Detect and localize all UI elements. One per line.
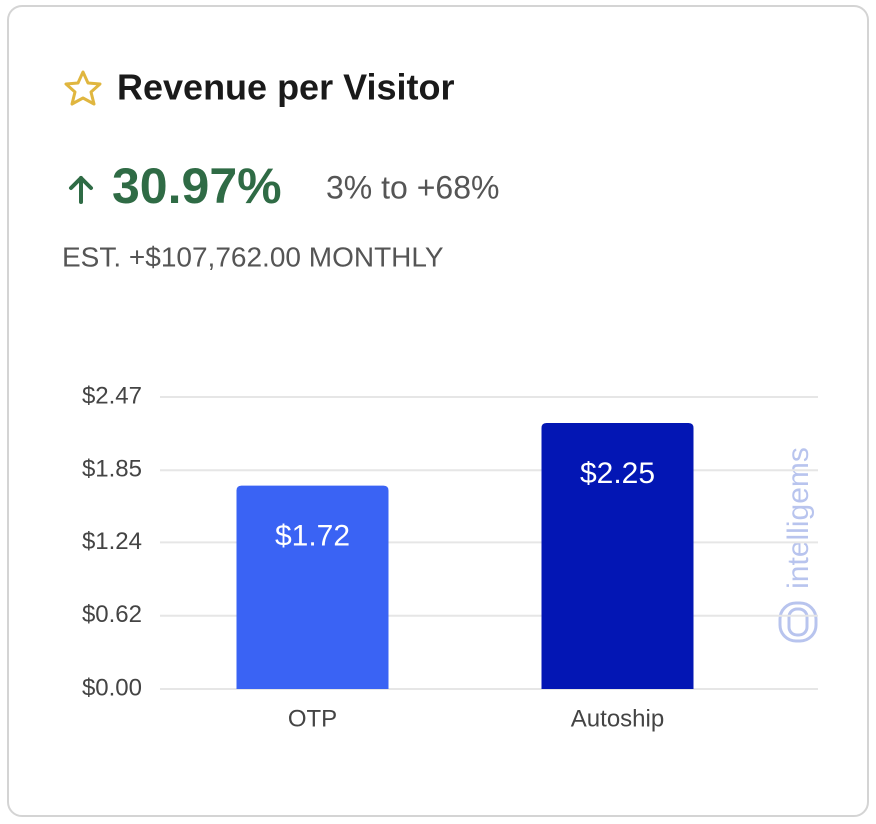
star-icon[interactable] — [64, 70, 102, 106]
lift-value: 30.97% — [112, 158, 282, 214]
lift-range: 3% to +68% — [326, 169, 499, 205]
y-tick-label: $0.62 — [82, 601, 142, 628]
bar-value-label: $2.25 — [580, 457, 655, 490]
bar-value-label: $1.72 — [275, 520, 350, 553]
watermark-logo — [778, 601, 818, 643]
y-tick-label: $1.24 — [82, 528, 142, 555]
card-title: Revenue per Visitor — [117, 67, 454, 108]
estimate: EST. +$107,762.00 MONTHLY — [62, 241, 444, 272]
x-tick-label: Autoship — [571, 705, 664, 732]
bar — [236, 485, 389, 689]
bar — [541, 423, 694, 689]
y-tick-label: $1.85 — [82, 456, 142, 483]
y-tick-label: $0.00 — [82, 674, 142, 701]
y-tick-label: $2.47 — [82, 382, 142, 409]
x-tick-label: OTP — [288, 705, 337, 732]
watermark: intelligems — [782, 447, 815, 589]
up-arrow — [69, 176, 93, 204]
